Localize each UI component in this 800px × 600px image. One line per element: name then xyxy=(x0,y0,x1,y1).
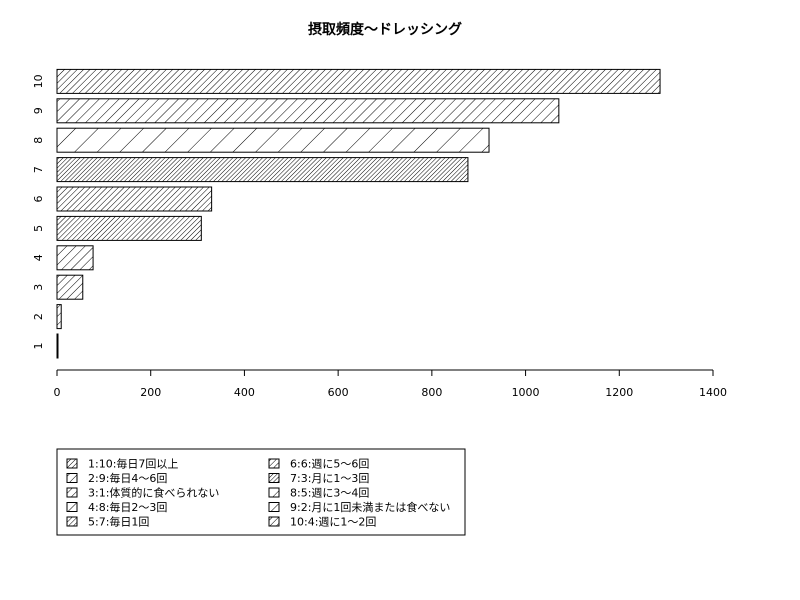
y-tick-label: 9 xyxy=(32,107,45,114)
chart-title: 摂取頻度〜ドレッシング xyxy=(308,21,462,38)
x-tick-label: 1000 xyxy=(512,386,540,399)
x-tick-label: 1400 xyxy=(699,386,727,399)
legend-box xyxy=(56,448,466,536)
y-tick-label: 2 xyxy=(32,313,45,320)
y-axis: 1 2 3 4 5 6 7 8 9 10 xyxy=(32,74,45,349)
x-tick-label: 600 xyxy=(328,386,349,399)
legend-label: 6:6:週に5〜6回 xyxy=(290,458,369,471)
bar-9 xyxy=(56,98,560,124)
legend-label: 9:2:月に1回未満または食べない xyxy=(290,500,450,514)
legend-swatch xyxy=(268,473,280,483)
y-tick-label: 1 xyxy=(32,343,45,350)
legend-swatch xyxy=(268,502,280,512)
legend-swatch xyxy=(66,487,78,498)
legend-swatch xyxy=(268,458,280,469)
y-tick-label: 5 xyxy=(32,225,45,232)
y-tick-label: 7 xyxy=(32,166,45,173)
bar-10 xyxy=(56,68,661,94)
legend-swatch xyxy=(66,458,78,469)
x-tick-label: 0 xyxy=(54,386,61,399)
x-tick-label: 1200 xyxy=(605,386,633,399)
y-tick-label: 8 xyxy=(32,137,45,144)
x-tick-label: 800 xyxy=(421,386,442,399)
bar-2 xyxy=(56,304,62,330)
bar-7 xyxy=(56,157,469,183)
legend-label: 1:10:毎日7回以上 xyxy=(88,458,178,471)
legend-label: 3:1:体質的に食べられない xyxy=(88,486,219,500)
legend-swatch xyxy=(268,516,280,527)
legend: 1:10:毎日7回以上2:9:毎日4〜6回3:1:体質的に食べられない4:8:毎… xyxy=(56,448,466,536)
legend-label: 5:7:毎日1回 xyxy=(88,516,149,529)
y-tick-label: 10 xyxy=(32,74,45,88)
y-tick-label: 4 xyxy=(32,254,45,261)
x-tick-label: 400 xyxy=(234,386,255,399)
legend-label: 4:8:毎日2〜3回 xyxy=(88,501,167,514)
bar-8 xyxy=(56,127,490,153)
legend-swatch xyxy=(66,473,78,483)
legend-label: 7:3:月に1〜3回 xyxy=(290,472,369,485)
legend-swatch xyxy=(66,516,78,527)
legend-label: 8:5:週に3〜4回 xyxy=(290,487,369,500)
y-tick-label: 6 xyxy=(32,196,45,203)
bar-3 xyxy=(56,274,84,300)
x-axis: 0 200 400 600 800 1000 1200 1400 xyxy=(54,369,727,399)
legend-swatch xyxy=(268,487,280,498)
y-tick-label: 3 xyxy=(32,284,45,291)
bar-6 xyxy=(56,186,213,212)
legend-label: 2:9:毎日4〜6回 xyxy=(88,472,167,485)
bar-1 xyxy=(56,333,59,359)
legend-swatch xyxy=(66,502,78,512)
bar-4 xyxy=(56,245,94,271)
bars-layer xyxy=(56,68,661,359)
x-tick-label: 200 xyxy=(140,386,161,399)
bar-5 xyxy=(56,215,202,241)
legend-label: 10:4:週に1〜2回 xyxy=(290,516,376,529)
